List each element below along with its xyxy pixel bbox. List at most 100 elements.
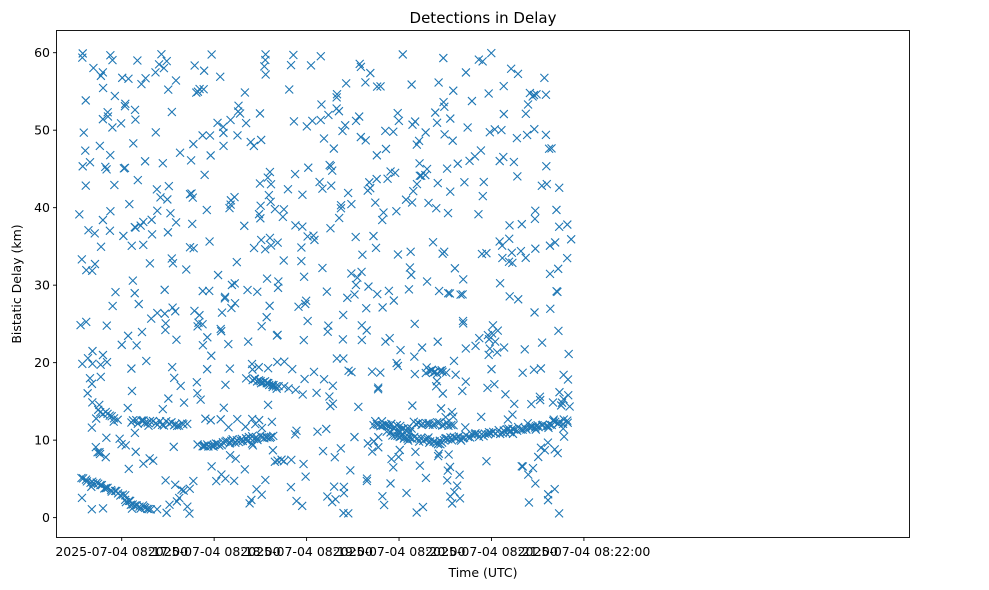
data-point: [105, 50, 115, 60]
data-point: [185, 484, 195, 494]
data-point: [118, 231, 128, 241]
data-point: [235, 109, 245, 118]
data-point: [537, 338, 547, 347]
data-point: [479, 177, 489, 187]
data-point: [78, 161, 88, 171]
data-point: [198, 286, 208, 296]
data-point: [328, 381, 338, 391]
data-point: [422, 277, 432, 286]
data-point: [465, 156, 474, 166]
data-point: [268, 445, 278, 455]
data-point: [83, 388, 93, 398]
data-point: [470, 151, 480, 161]
y-axis-ticks: 0 10 20 30 40 50 60: [34, 45, 57, 525]
data-point: [105, 226, 115, 236]
data-point: [318, 446, 328, 456]
data-point: [530, 214, 540, 224]
data-point: [393, 108, 403, 118]
data-point: [485, 127, 495, 137]
data-point: [438, 367, 447, 377]
data-point: [433, 178, 443, 188]
data-point: [377, 215, 387, 225]
data-point: [137, 79, 146, 89]
data-point: [81, 475, 91, 485]
data-point: [202, 332, 212, 342]
data-point: [279, 204, 289, 214]
data-point: [484, 427, 494, 437]
data-point: [326, 181, 336, 191]
data-point: [541, 161, 551, 171]
data-point: [411, 447, 420, 457]
data-point: [563, 390, 573, 400]
data-point: [219, 403, 229, 413]
data-point: [291, 385, 301, 395]
data-point: [521, 253, 531, 263]
data-point: [249, 243, 259, 253]
data-point: [298, 190, 307, 200]
data-point: [434, 78, 444, 87]
data-point: [272, 357, 282, 367]
data-point: [372, 82, 382, 92]
data-point: [263, 173, 273, 183]
data-point: [529, 124, 539, 134]
data-point: [483, 383, 492, 393]
data-point: [324, 392, 334, 401]
data-point: [101, 483, 111, 493]
data-point: [91, 442, 101, 452]
data-point: [188, 476, 198, 486]
data-point: [263, 363, 273, 373]
data-point: [299, 459, 308, 469]
data-point: [545, 269, 555, 279]
data-point: [250, 419, 260, 429]
data-point: [98, 503, 108, 513]
data-point: [171, 217, 181, 227]
data-point: [396, 345, 405, 355]
data-point: [550, 444, 560, 454]
data-point: [318, 184, 327, 194]
data-point: [105, 150, 115, 160]
x-axis-label: Time (UTC): [447, 565, 517, 580]
data-point: [297, 501, 307, 511]
data-point: [77, 493, 87, 503]
data-point: [113, 415, 123, 425]
data-point: [392, 420, 402, 430]
data-point: [386, 419, 396, 429]
data-point: [415, 158, 424, 168]
data-point: [120, 101, 130, 111]
data-point: [240, 88, 250, 97]
data-point: [440, 130, 449, 139]
data-point: [379, 500, 389, 510]
data-point: [318, 263, 327, 273]
data-point: [243, 337, 253, 347]
data-point: [102, 164, 111, 174]
data-point: [300, 374, 309, 384]
data-point: [249, 141, 259, 151]
data-point: [432, 417, 442, 427]
data-point: [381, 337, 390, 347]
data-point: [179, 486, 189, 496]
data-point: [138, 240, 148, 250]
data-point: [220, 293, 230, 303]
data-point: [525, 423, 535, 433]
data-point: [108, 123, 117, 132]
data-point: [176, 381, 186, 391]
data-point: [375, 368, 385, 377]
data-point: [198, 131, 207, 140]
data-point: [194, 318, 203, 328]
data-point: [96, 242, 106, 252]
data-point: [241, 422, 250, 432]
data-point: [393, 431, 402, 441]
data-point: [363, 186, 373, 196]
data-point: [127, 241, 137, 251]
data-point: [88, 346, 97, 356]
data-point: [449, 356, 459, 366]
data-point: [553, 448, 563, 458]
data-point: [134, 299, 144, 309]
data-point: [431, 203, 441, 213]
data-point: [351, 280, 361, 290]
data-point: [141, 73, 150, 83]
data-point: [446, 420, 456, 430]
data-point: [550, 484, 560, 494]
data-point: [87, 423, 97, 433]
